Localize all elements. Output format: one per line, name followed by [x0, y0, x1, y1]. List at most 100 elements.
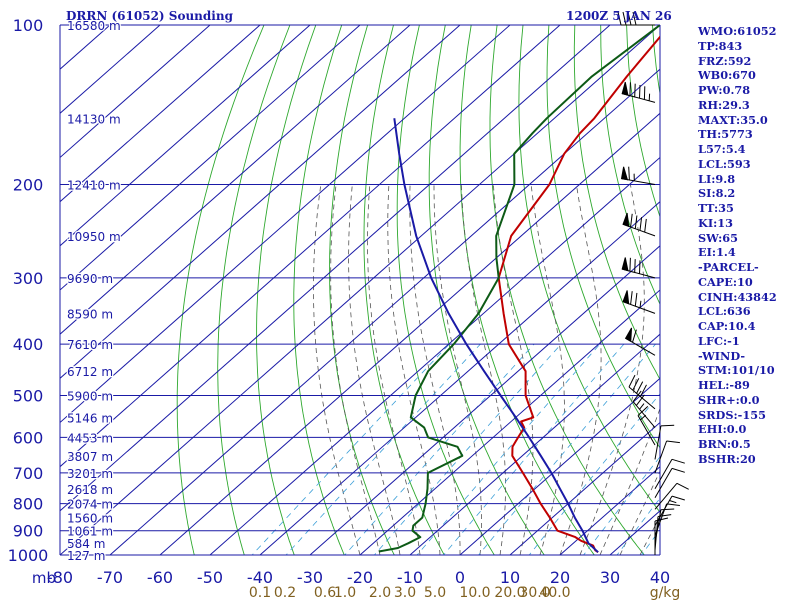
wind-barb [617, 11, 655, 26]
height-label: 2618 m [67, 483, 113, 497]
temperature-tick-label: 10 [500, 568, 520, 587]
index-item: TP:843 [698, 38, 743, 53]
height-label: 584 m [67, 537, 105, 551]
wind-barb-staff [654, 517, 669, 555]
mixing-ratio-tick-label: 40.0 [539, 585, 570, 600]
isotherm-line [109, 68, 660, 555]
moist-adiabat-line [348, 184, 401, 555]
isotherm-line [359, 289, 660, 555]
dry-adiabat-line [782, 25, 800, 566]
wind-barb-flag [624, 327, 633, 343]
dewpoint-line [378, 25, 660, 553]
height-label: 127 m [67, 549, 105, 563]
height-label: 5900 m [67, 389, 113, 403]
index-item: LI:9.8 [698, 171, 736, 186]
wind-barb [654, 458, 685, 490]
dry-adiabat-line [176, 25, 265, 555]
isotherm-line [60, 25, 461, 380]
isotherm-line [309, 245, 660, 555]
temperature-tick-label: -40 [247, 568, 273, 587]
parcel-line [393, 118, 599, 553]
wind-barb-staff [637, 406, 656, 446]
moist-adiabat-line [619, 470, 660, 555]
isotherm-line [60, 25, 611, 512]
index-item: PW:0.78 [698, 83, 751, 97]
wind-barb-staff [622, 82, 656, 103]
temperature-tick-label: -80 [47, 568, 73, 587]
isotherm-line [159, 112, 660, 555]
index-item: L57:5.4 [698, 142, 746, 156]
temperature-tick-label: -10 [397, 568, 423, 587]
index-item: BRN:0.5 [698, 437, 751, 451]
index-item: HEL:-89 [698, 378, 750, 392]
index-item: CINH:43842 [698, 289, 777, 304]
pressure-tick-label: 100 [13, 16, 44, 35]
mixing-ratio-line [285, 343, 481, 555]
index-item: KI:13 [698, 215, 733, 230]
wind-barb-staff [654, 458, 685, 490]
index-item: LFC:-1 [698, 333, 740, 348]
wind-barb [624, 327, 656, 356]
pressure-tick-label: 400 [13, 335, 44, 354]
moist-adiabat-line [387, 184, 441, 555]
wind-barb-staff [654, 424, 675, 460]
dry-adiabat-line [518, 25, 660, 514]
index-item: BSHR:20 [698, 451, 756, 466]
height-label: 4453 m [67, 431, 113, 445]
isotherm-line [60, 25, 361, 291]
wind-barb-staff [622, 213, 656, 237]
index-item: LCL:636 [698, 304, 751, 319]
height-label: 10950 m [67, 230, 121, 244]
wind-barb [637, 406, 656, 446]
mixing-ratio-line [373, 343, 562, 555]
temperature-tick-label: 0 [455, 568, 465, 587]
dry-adiabat-line [396, 25, 495, 555]
index-item: -PARCEL- [698, 260, 759, 274]
dry-adiabat-line [256, 25, 317, 555]
pressure-tick-label: 500 [13, 386, 44, 405]
index-item: SHR+:0.0 [698, 392, 760, 407]
index-item: WB0:670 [698, 68, 756, 83]
isotherms [60, 25, 660, 555]
height-label: 2074 m [67, 498, 113, 512]
dry-adiabat-line [217, 25, 291, 555]
temperature-tick-label: -70 [97, 568, 123, 587]
height-label: 14130 m [67, 112, 121, 126]
pressure-tick-label: 700 [13, 464, 44, 483]
index-item: EI:1.4 [698, 245, 736, 260]
mixing-ratio-tick-label: 30.0 [519, 585, 550, 600]
height-label: 3201 m [67, 467, 113, 481]
indices-list: WMO:61052 TP:843 FRZ:592 WB0:670 PW:0.78 RH:2… [698, 24, 777, 467]
dry-adiabat-line [546, 25, 660, 449]
wind-barb-staff [654, 467, 685, 499]
moist-adiabat-line [579, 184, 645, 555]
index-item: LCL:593 [698, 156, 751, 171]
isotherm-line [509, 421, 660, 555]
mixing-ratio-tick-label: 3.0 [394, 585, 416, 600]
mixing-ratio-line [528, 393, 660, 555]
isotherm-line [60, 25, 261, 203]
pressure-tick-label: 900 [13, 522, 44, 541]
isotherm-line [459, 377, 660, 555]
index-item: SRDS:-155 [698, 407, 766, 422]
chart-subtitle: 1200Z 5 JAN 26 [566, 9, 672, 23]
temperature-tick-label: 40 [650, 568, 670, 587]
height-label: 1061 m [67, 525, 113, 539]
sounding-series [378, 25, 660, 554]
wind-barb [654, 424, 675, 460]
chart-title: DRRN (61052) Sounding [66, 9, 233, 23]
moist-adiabat-line [493, 184, 534, 555]
wind-barb-staff [654, 482, 689, 510]
temperature-tick-label: -20 [347, 568, 373, 587]
wind-barb-staff [654, 440, 680, 474]
temperature-line [497, 35, 660, 554]
index-item: CAPE:10 [698, 274, 753, 289]
wind-barb [621, 81, 656, 103]
index-item: MAXT:35.0 [698, 112, 768, 127]
index-item: SW:65 [698, 230, 738, 245]
wind-barb-flag [622, 290, 630, 305]
dry-adiabat-line [363, 25, 445, 555]
wind-barb [632, 390, 656, 428]
wind-barb [654, 440, 680, 474]
pressure-tick-label: 200 [13, 176, 44, 195]
